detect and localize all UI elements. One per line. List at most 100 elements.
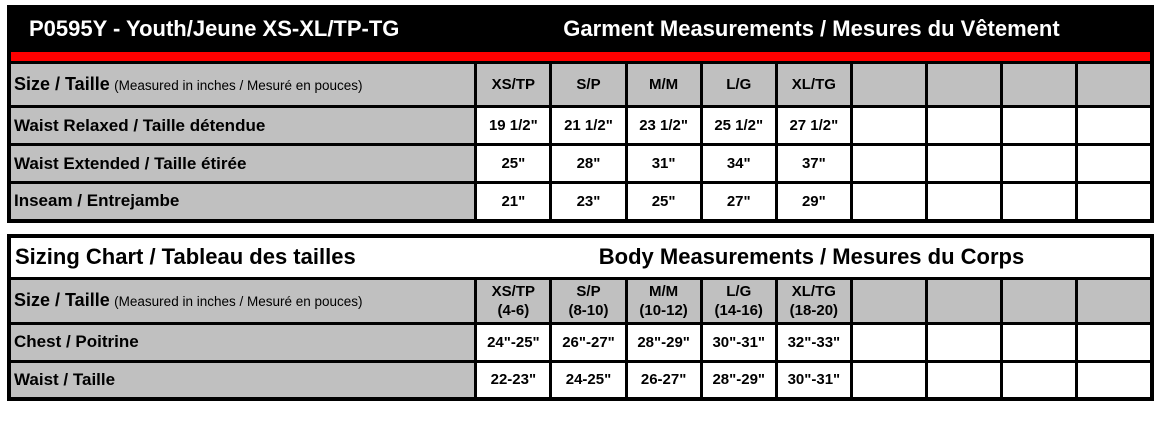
column-header-empty [1000,61,1079,108]
column-header-empty [1075,276,1154,325]
garment-product-title: P0595Y - Youth/Jeune XS-XL/TP-TG [29,16,400,41]
column-age-range: (14-16) [714,301,763,319]
table-row-waist-extended: Waist Extended / Taille étirée 25" 28" 3… [7,143,1154,184]
value-cell-empty [1000,143,1079,184]
body-measurements-title: Body Measurements / Mesures du Corps [598,244,1025,269]
value-cell-empty [925,321,1004,363]
column-age-range: (10-12) [639,301,688,319]
body-measurements-table: Sizing Chart / Tableau des tailles Body … [7,233,1154,401]
value-cell: 32"-33" [774,321,853,363]
value-cell: 29" [774,181,853,222]
sizing-title-row: Sizing Chart / Tableau des tailles Body … [9,234,1152,280]
garment-size-header-cell: Size / Taille (Measured in inches / Mesu… [7,61,478,108]
value-cell-empty [849,143,929,184]
page: P0595Y - Youth/Jeune XS-XL/TP-TG Garment… [7,5,1154,401]
table-row-chest: Chest / Poitrine 24"-25" 26"-27" 28"-29"… [7,321,1154,363]
row-label: Chest / Poitrine [7,321,478,363]
sizing-title-cell: Sizing Chart / Tableau des tailles Body … [9,234,1152,280]
sizing-chart-title: Sizing Chart / Tableau des tailles [15,244,356,269]
column-header-empty [849,276,929,325]
garment-title-row: P0595Y - Youth/Jeune XS-XL/TP-TG Garment… [9,5,1152,52]
value-cell: 21 1/2" [549,105,628,146]
value-cell: 27" [699,181,778,222]
value-cell: 23" [549,181,628,222]
value-cell-empty [925,143,1004,184]
column-age-range: (18-20) [789,301,839,319]
value-cell: 30"-31" [699,321,778,363]
size-label: Size / Taille [14,74,110,94]
garment-measurements-table: P0595Y - Youth/Jeune XS-XL/TP-TG Garment… [7,5,1154,223]
size-label: Size / Taille [14,290,110,310]
garment-title-cell: P0595Y - Youth/Jeune XS-XL/TP-TG Garment… [9,5,1152,52]
value-cell: 26"-27" [549,321,628,363]
red-divider-bar [7,49,1154,64]
value-cell: 30"-31" [774,359,853,401]
value-cell-empty [925,105,1004,146]
column-header-m: M/M (10-12) [624,276,703,325]
column-size-label: S/P [576,282,601,300]
column-header-empty [849,61,929,108]
value-cell: 23 1/2" [624,105,703,146]
value-cell: 28"-29" [699,359,778,401]
table-row-waist: Waist / Taille 22-23" 24-25" 26-27" 28"-… [7,359,1154,401]
value-cell-empty [1075,359,1154,401]
value-cell-empty [1075,321,1154,363]
column-header-xs: XS/TP [474,61,553,108]
column-header-s: S/P (8-10) [549,276,628,325]
sizing-size-header-row: Size / Taille (Measured in inches / Mesu… [7,276,1154,325]
column-size-label: XL/TG [791,282,836,300]
size-unit-note: (Measured in inches / Mesuré en pouces) [114,294,363,309]
column-age-range: (4-6) [497,301,530,319]
value-cell-empty [849,359,929,401]
column-header-xl: XL/TG (18-20) [774,276,853,325]
value-cell-empty [1000,321,1079,363]
value-cell: 22-23" [474,359,553,401]
value-cell: 28"-29" [624,321,703,363]
value-cell-empty [1000,359,1079,401]
value-cell: 25 1/2" [699,105,778,146]
table-row-waist-relaxed: Waist Relaxed / Taille détendue 19 1/2" … [7,105,1154,146]
column-header-xs: XS/TP (4-6) [474,276,553,325]
column-header-empty [1000,276,1079,325]
value-cell-empty [849,321,929,363]
column-size-label: M/M [649,282,679,300]
column-size-label: L/G [726,282,752,300]
value-cell-empty [1000,181,1079,222]
value-cell-empty [1075,181,1154,222]
value-cell-empty [925,181,1004,222]
value-cell-empty [849,105,929,146]
value-cell: 25" [624,181,703,222]
value-cell: 24"-25" [474,321,553,363]
column-header-l: L/G [699,61,778,108]
size-unit-note: (Measured in inches / Mesuré en pouces) [114,78,363,93]
value-cell: 34" [699,143,778,184]
value-cell: 31" [624,143,703,184]
value-cell: 28" [549,143,628,184]
value-cell-empty [849,181,929,222]
column-header-xl: XL/TG [774,61,853,108]
column-header-m: M/M [624,61,703,108]
value-cell-empty [1075,143,1154,184]
value-cell-empty [925,359,1004,401]
column-age-range: (8-10) [568,301,609,319]
column-header-s: S/P [549,61,628,108]
row-label: Waist Relaxed / Taille détendue [7,105,478,146]
sizing-size-header-cell: Size / Taille (Measured in inches / Mesu… [7,276,478,325]
value-cell: 37" [774,143,853,184]
column-size-label: XS/TP [491,282,536,300]
value-cell-empty [1000,105,1079,146]
value-cell: 24-25" [549,359,628,401]
row-label: Inseam / Entrejambe [7,181,478,222]
column-header-empty [925,61,1004,108]
row-label: Waist Extended / Taille étirée [7,143,478,184]
column-header-l: L/G (14-16) [699,276,778,325]
value-cell: 25" [474,143,553,184]
value-cell-empty [1075,105,1154,146]
value-cell: 21" [474,181,553,222]
row-label: Waist / Taille [7,359,478,401]
garment-size-header-row: Size / Taille (Measured in inches / Mesu… [7,61,1154,108]
column-header-empty [925,276,1004,325]
garment-section-title: Garment Measurements / Mesures du Vêteme… [563,16,1060,41]
value-cell: 27 1/2" [774,105,853,146]
red-divider-row [7,49,1154,64]
